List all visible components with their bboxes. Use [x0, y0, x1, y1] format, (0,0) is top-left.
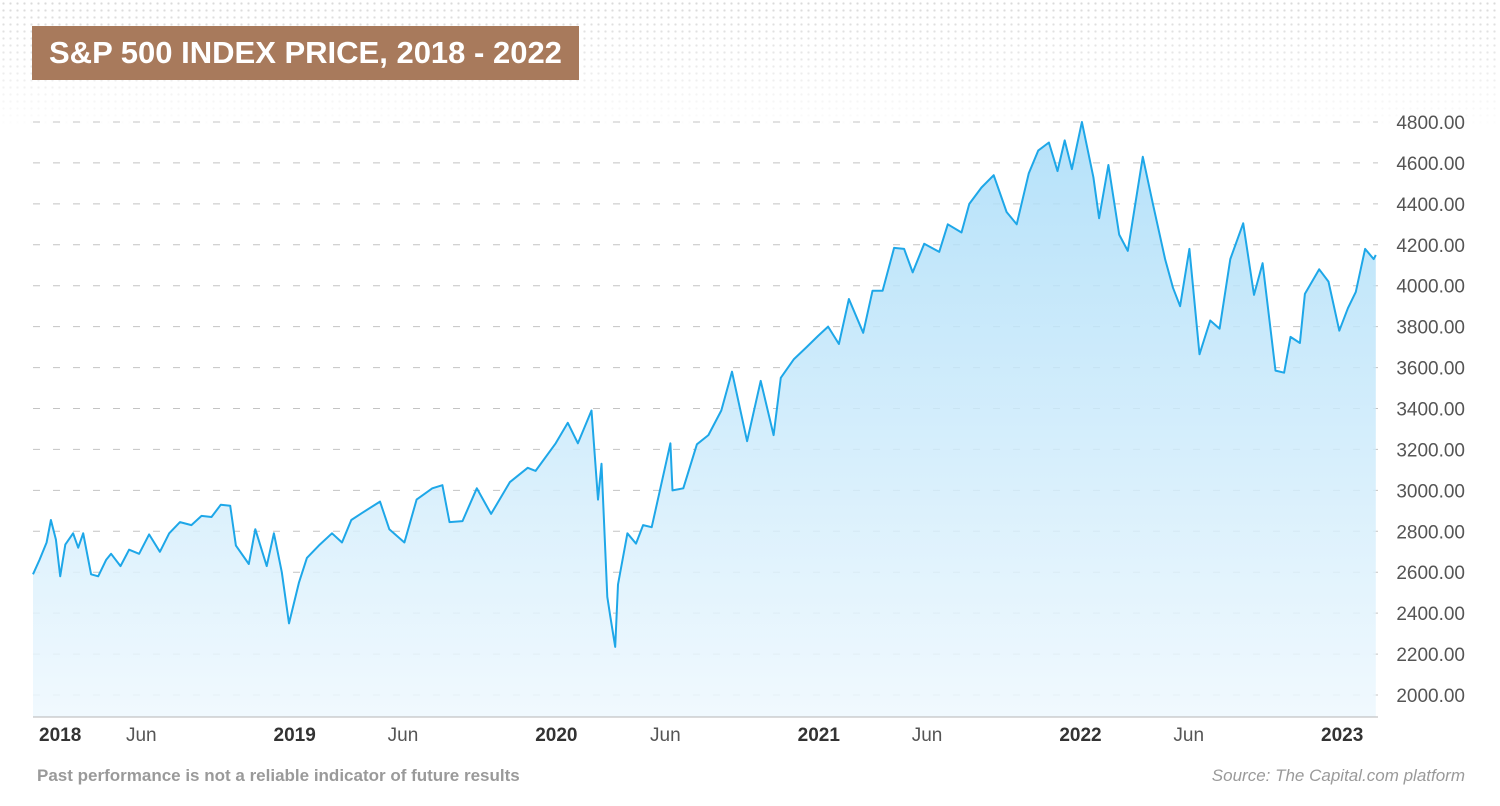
y-tick-label: 2000.00	[1396, 686, 1465, 707]
y-tick-label: 3200.00	[1396, 440, 1465, 461]
y-axis-ticks: 2000.00 2200.00 2400.00 2600.00 2800.00 3000.…	[1396, 113, 1465, 707]
price-line	[32, 121, 1377, 648]
x-tick-label: 2018	[39, 725, 81, 746]
x-tick-label: 2020	[535, 725, 577, 746]
y-tick-label: 3000.00	[1396, 481, 1465, 502]
price-area-fill	[33, 122, 1376, 717]
y-tick-label: 2200.00	[1396, 645, 1465, 666]
x-tick-label: Jun	[388, 725, 419, 746]
y-tick-label: 2600.00	[1396, 563, 1465, 584]
y-tick-label: 4600.00	[1396, 154, 1465, 175]
y-tick-label: 3400.00	[1396, 400, 1465, 421]
x-axis-ticks: 2018 Jun 2019 Jun 2020 Jun 2021 Jun 2022 Jun 2023	[39, 725, 1363, 746]
y-tick-label: 4400.00	[1396, 195, 1465, 216]
y-tick-label: 4200.00	[1396, 236, 1465, 257]
y-tick-label: 4000.00	[1396, 277, 1465, 298]
x-tick-label: 2021	[798, 725, 841, 746]
disclaimer-text: Past performance is not a reliable indic…	[37, 766, 520, 785]
x-tick-label: Jun	[126, 725, 157, 746]
y-tick-label: 4800.00	[1396, 113, 1465, 134]
x-tick-label: 2019	[274, 725, 316, 746]
source-text: Source: The Capital.com platform	[1211, 766, 1465, 785]
x-tick-label: Jun	[1173, 725, 1204, 746]
y-tick-label: 3600.00	[1396, 359, 1465, 380]
x-tick-label: Jun	[912, 725, 943, 746]
x-tick-label: Jun	[650, 725, 681, 746]
x-tick-label: 2022	[1059, 725, 1101, 746]
x-tick-label: 2023	[1321, 725, 1363, 746]
chart-title: S&P 500 INDEX PRICE, 2018 - 2022	[32, 26, 579, 80]
y-tick-label: 2800.00	[1396, 522, 1465, 543]
y-tick-label: 3800.00	[1396, 318, 1465, 339]
y-tick-label: 2400.00	[1396, 604, 1465, 625]
